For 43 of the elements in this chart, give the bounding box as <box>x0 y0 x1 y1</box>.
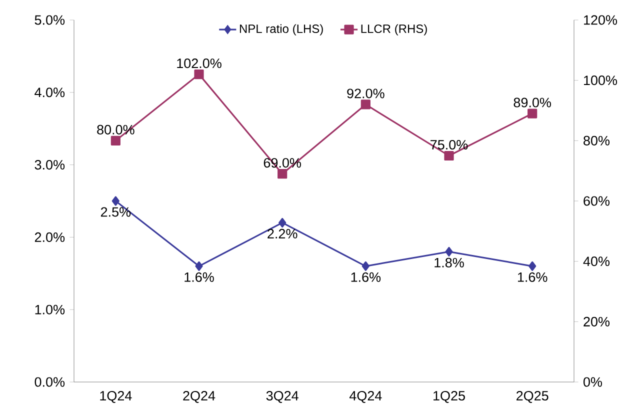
x-tick-label: 3Q24 <box>266 390 298 403</box>
y2-tick-label: 100% <box>584 76 618 86</box>
y2-tick-label: 120% <box>584 15 618 25</box>
data-label: 2.2% <box>268 228 298 238</box>
y-tick-label: 1.0% <box>35 304 65 314</box>
y2-tick-label: 40% <box>583 256 610 266</box>
point <box>278 169 288 179</box>
point <box>360 100 370 110</box>
point <box>112 196 120 206</box>
y-tick-label: 0.0% <box>34 377 65 387</box>
y-tick-label: 2.0% <box>34 232 65 242</box>
y-tick-label: 5.0% <box>34 15 65 25</box>
y2-tick-label: 20% <box>584 316 610 326</box>
x-tick-label: 2Q25 <box>516 390 548 403</box>
legend-label: LLCR (RHS) <box>361 24 427 36</box>
legend-label: NPL ratio (LHS) <box>240 24 323 36</box>
y2-tick-label: 0% <box>584 377 602 387</box>
data-label: 92.0% <box>347 88 384 98</box>
data-label: 2.5% <box>100 207 131 217</box>
y-tick-label: 4.0% <box>34 88 65 98</box>
point <box>444 150 454 161</box>
point <box>528 261 536 271</box>
y2-tick-label: 80% <box>584 136 610 146</box>
point <box>278 218 286 228</box>
data-label: 1.8% <box>434 258 464 268</box>
x-tick-label: 1Q24 <box>100 390 132 403</box>
point <box>110 136 120 146</box>
data-label: 102.0% <box>177 58 222 68</box>
point <box>362 261 370 271</box>
point <box>195 261 203 271</box>
data-label: 75.0% <box>430 140 468 150</box>
x-tick-label: 2Q24 <box>183 390 216 403</box>
y2-tick-label: 60% <box>584 196 610 206</box>
y-tick-label: 3.0% <box>34 160 65 170</box>
x-tick-label: 1Q25 <box>434 390 465 403</box>
data-label: 1.6% <box>518 272 548 282</box>
data-label: 89.0% <box>514 98 551 108</box>
point <box>194 70 204 80</box>
point <box>528 108 538 118</box>
data-label: 1.6% <box>184 272 214 282</box>
point <box>445 246 453 256</box>
data-label: 1.6% <box>351 272 381 282</box>
x-tick-label: 4Q24 <box>349 390 382 403</box>
